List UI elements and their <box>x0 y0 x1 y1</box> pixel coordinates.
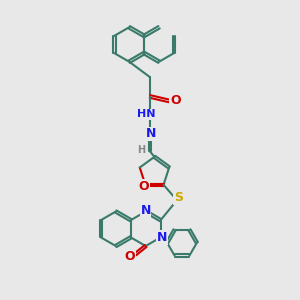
Text: N: N <box>146 127 157 140</box>
Text: HN: HN <box>137 109 156 119</box>
Text: N: N <box>140 203 151 217</box>
Text: S: S <box>174 191 183 204</box>
Text: O: O <box>124 250 135 263</box>
Text: O: O <box>139 180 149 193</box>
Text: H: H <box>137 145 145 155</box>
Text: N: N <box>157 231 167 244</box>
Text: O: O <box>170 94 181 107</box>
